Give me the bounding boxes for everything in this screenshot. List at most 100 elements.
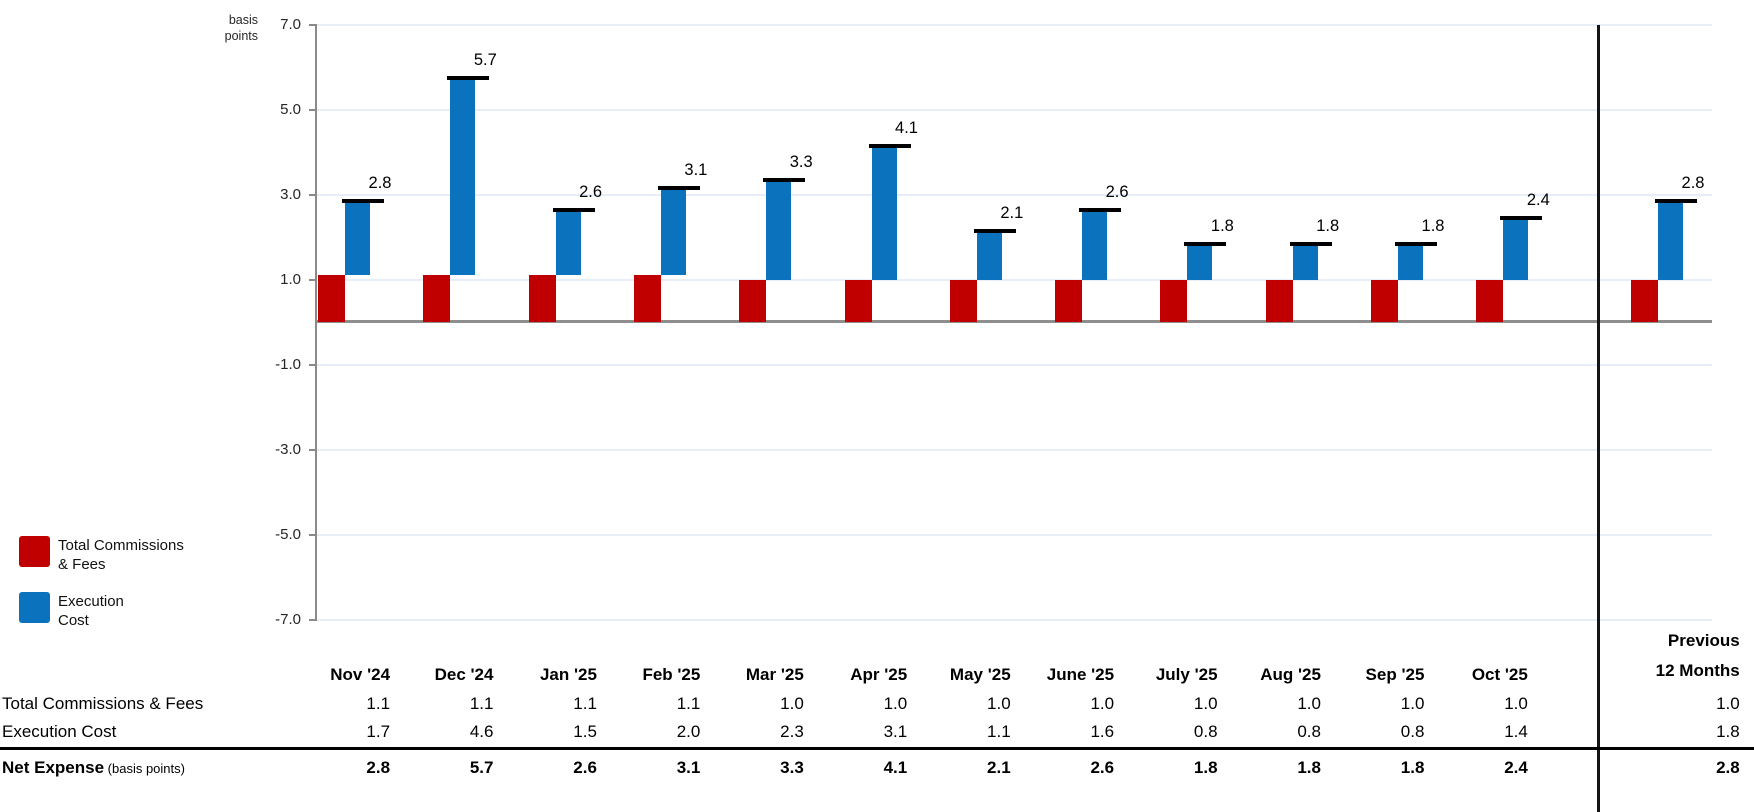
row-label-suffix: (basis points) [104,761,185,776]
gridline [317,23,1712,26]
row-label-text: Net Expense [2,758,105,777]
table-cell: 1.1 [987,722,1011,741]
table-cell: 1.0 [1400,694,1425,713]
table-cell: 1.5 [573,722,597,741]
commissions-bar [1476,279,1504,322]
column-header-month: Apr '25 [850,665,908,684]
net-expense-value-label: 3.3 [789,152,813,171]
execution-bar [1292,245,1318,280]
table-cell: 2.6 [573,758,597,777]
row-label-text: Total Commissions & Fees [2,694,204,713]
commissions-bar [1371,279,1398,322]
net-expense-value-label: 1.8 [1316,216,1340,235]
table-cell-previous: 1.8 [1716,722,1740,741]
gridline [317,533,1712,536]
table-cell: 3.1 [883,722,908,741]
column-header-previous-line1: Previous [1667,631,1740,650]
column-header-previous-line2: 12 Months [1655,661,1740,680]
table-cell: 1.8 [1400,758,1425,777]
table-cell: 1.1 [469,694,494,713]
table-cell-previous: 2.8 [1716,758,1740,777]
execution-bar [660,190,686,276]
net-expense-marker [447,75,490,80]
gridline [317,618,1712,621]
table-header-row: Nov '24 Dec '24 Jan '25 Feb '25 Mar '25 Apr '… [0,606,1740,686]
y-axis-tick-label: 3.0 [280,185,301,203]
column-header-month: July '25 [1155,665,1218,684]
y-axis-tick [309,193,317,196]
table-cell: 1.8 [1193,758,1218,777]
gridline [317,193,1712,196]
column-header-month: Oct '25 [1471,665,1528,684]
table-cell: 1.0 [1504,694,1528,713]
table-cell: 0.8 [1193,722,1218,741]
y-axis-tick-label: 1.0 [280,270,301,288]
table-cell: 1.1 [366,694,391,713]
table-cell: 1.6 [1090,722,1115,741]
net-expense-marker [342,199,384,203]
y-axis-tick [309,533,317,536]
table-row: Execution Cost 1.7 4.6 1.5 2.0 2.3 3.1 1.1 1.6 0.… [0,718,1740,746]
commissions-bar [1265,279,1293,322]
net-expense-value-label: 2.6 [579,182,603,201]
commissions-bar [1055,279,1083,322]
table-cell: 1.0 [883,694,908,713]
net-expense-marker [552,207,595,212]
gridline [317,363,1712,366]
column-header-month: May '25 [949,665,1011,684]
net-expense-value-label: 5.7 [473,50,497,69]
table-cell: 3.1 [676,758,701,777]
y-axis-tick-label: -7.0 [275,610,301,628]
legend-label-commissions-line2: & Fees [58,556,106,573]
net-expense-marker [763,177,806,182]
net-expense-value-label: 2.6 [1105,182,1129,201]
table-cell: 0.8 [1297,722,1321,741]
row-label-text: Execution Cost [2,722,117,741]
execution-bar [450,79,476,276]
table-cell: 2.8 [366,758,391,777]
column-header-month: Jan '25 [539,665,597,684]
table-cell: 4.1 [883,758,908,777]
table-row: Net Expense (basis points) 2.8 5.7 2.6 3.1 3.… [0,753,1740,783]
table-cell: 2.0 [676,722,701,741]
execution-bar [555,211,581,276]
legend-label-execution-line2: Cost [58,612,89,629]
net-expense-value-label: 2.8 [1681,174,1705,192]
legend-label-execution: Execution Cost [58,592,124,630]
net-expense-marker [1500,216,1543,220]
net-expense-value-label: 2.4 [1526,191,1550,209]
commissions-bar [633,275,661,322]
net-expense-rule [0,747,1754,750]
commissions-swatch-icon [19,536,50,567]
previous-period-separator [1597,25,1600,812]
gridline [317,448,1712,451]
table-cell-previous: 1.0 [1716,694,1740,713]
table-cell: 2.1 [987,758,1011,777]
commissions-bar [528,275,556,322]
column-header-month: Sep '25 [1365,665,1425,684]
gridline [317,278,1712,281]
net-expense-value-label: 4.1 [895,118,918,137]
column-header-previous: Previous 12 Months [1528,626,1740,686]
net-expense-marker [1655,199,1697,203]
execution-bar [871,147,897,280]
y-axis-tick [309,278,317,281]
execution-swatch-icon [19,592,50,623]
net-expense-marker [1079,207,1122,212]
table-row: Total Commissions & Fees 1.1 1.1 1.1 1.1 1.0 1… [0,690,1740,718]
net-expense-marker [657,186,700,191]
execution-bar [1398,245,1423,280]
execution-bar [345,203,370,276]
y-axis-tick-label: -3.0 [275,440,301,458]
y-axis-tick [309,363,317,366]
table-cell: 3.3 [780,758,804,777]
legend-item-execution: Execution Cost [19,592,124,630]
row-label: Execution Cost [0,718,287,746]
legend-label-commissions: Total Commissions & Fees [58,536,184,574]
row-label: Net Expense (basis points) [0,753,287,784]
legend-item-commissions: Total Commissions & Fees [19,536,184,574]
net-expense-marker [1395,241,1437,246]
table-cell: 2.3 [780,722,804,741]
net-expense-value-label: 2.1 [1000,203,1024,222]
